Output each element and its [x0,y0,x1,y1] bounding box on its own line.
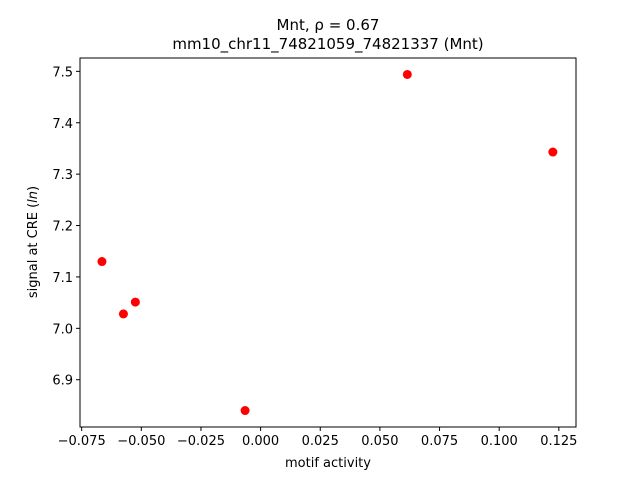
x-tick-label: 0.025 [302,434,339,449]
scatter-point [97,257,107,267]
scatter-point [548,147,558,157]
x-tick-label: 0.050 [361,434,398,449]
x-tick-label: 0.075 [421,434,458,449]
y-axis-title-italic: ln [26,191,41,203]
data-points [97,69,558,416]
chart-title-line1: Mnt, ρ = 0.67 [277,16,380,34]
x-tick-label: 0.100 [481,434,518,449]
y-tick-label: 7.5 [52,65,73,80]
scatter-point [118,309,128,319]
scatter-point [130,297,140,307]
x-tick-label: 0.125 [540,434,577,449]
y-tick-label: 7.4 [52,117,73,132]
axis-ticks: −0.075 −0.050 −0.025 0.000 0.025 0.050 0.075 0.… [52,65,577,449]
scatter-point [240,406,250,416]
y-tick-label: 7.2 [52,220,73,235]
plot-frame [79,57,577,428]
x-tick-label: −0.025 [177,434,225,449]
x-axis-title: motif activity [285,456,371,471]
y-tick-label: 6.9 [52,374,73,389]
x-tick-label: −0.075 [58,434,106,449]
x-tick-label: 0.000 [242,434,279,449]
y-tick-label: 7.1 [52,271,73,286]
y-tick-label: 7.0 [52,322,73,337]
y-axis-title-suffix: ) [26,186,41,191]
chart-title-line2: mm10_chr11_74821059_74821337 (Mnt) [172,35,483,54]
y-axis-title: signal at CRE (ln) [26,186,41,298]
scatter-point [402,69,412,79]
x-tick-label: −0.050 [117,434,165,449]
y-axis-title-prefix: signal at CRE ( [26,203,41,298]
y-tick-label: 7.3 [52,168,73,183]
